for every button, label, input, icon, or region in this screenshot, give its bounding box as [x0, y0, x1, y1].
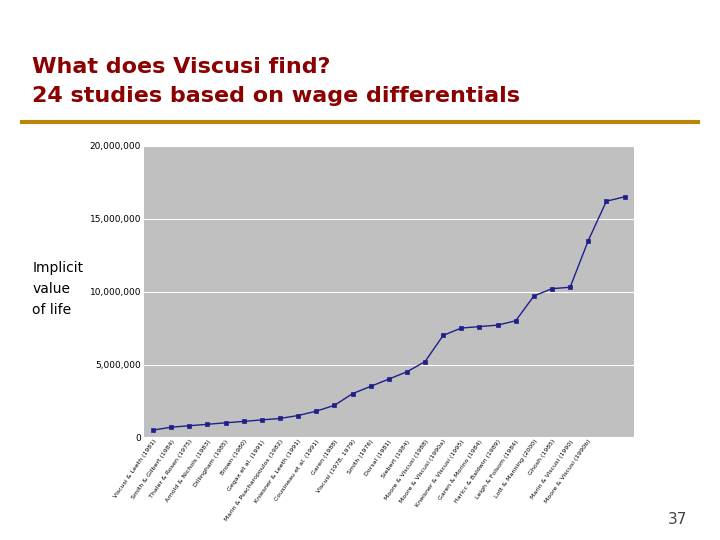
Text: What does Viscusi find?: What does Viscusi find?	[32, 57, 331, 77]
Text: 24 studies based on wage differentials: 24 studies based on wage differentials	[32, 86, 521, 106]
Text: Implicit
value
of life: Implicit value of life	[32, 261, 84, 316]
Text: 37: 37	[668, 511, 688, 526]
